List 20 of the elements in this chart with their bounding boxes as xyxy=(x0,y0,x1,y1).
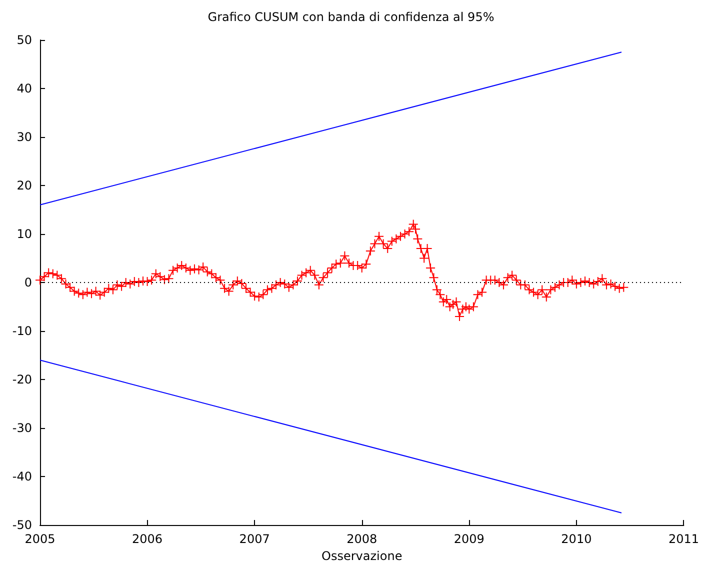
chart-title: Grafico CUSUM con banda di confidenza al 95% xyxy=(208,10,494,24)
x-tick-label: 2010 xyxy=(561,532,592,546)
x-tick-label: 2009 xyxy=(454,532,484,546)
x-tick-label: 2007 xyxy=(239,532,270,546)
y-tick-label: -10 xyxy=(12,324,32,338)
x-tick-label: 2005 xyxy=(24,532,56,546)
y-tick-label: -40 xyxy=(12,470,32,484)
y-tick-label: 50 xyxy=(16,33,32,47)
y-tick-label: 10 xyxy=(16,227,32,241)
x-tick-label: 2006 xyxy=(132,532,163,546)
y-tick-label: -30 xyxy=(12,421,32,435)
x-tick-label: 2008 xyxy=(346,532,378,546)
y-tick-label: 20 xyxy=(16,178,32,192)
x-axis-title: Osservazione xyxy=(322,549,402,563)
y-tick-label: 40 xyxy=(16,82,32,96)
x-tick-label: 2011 xyxy=(668,532,700,546)
y-tick-label: 0 xyxy=(24,276,32,290)
y-tick-label: 30 xyxy=(16,130,32,144)
y-tick-label: -20 xyxy=(12,372,32,386)
y-tick-label: -50 xyxy=(12,518,32,532)
